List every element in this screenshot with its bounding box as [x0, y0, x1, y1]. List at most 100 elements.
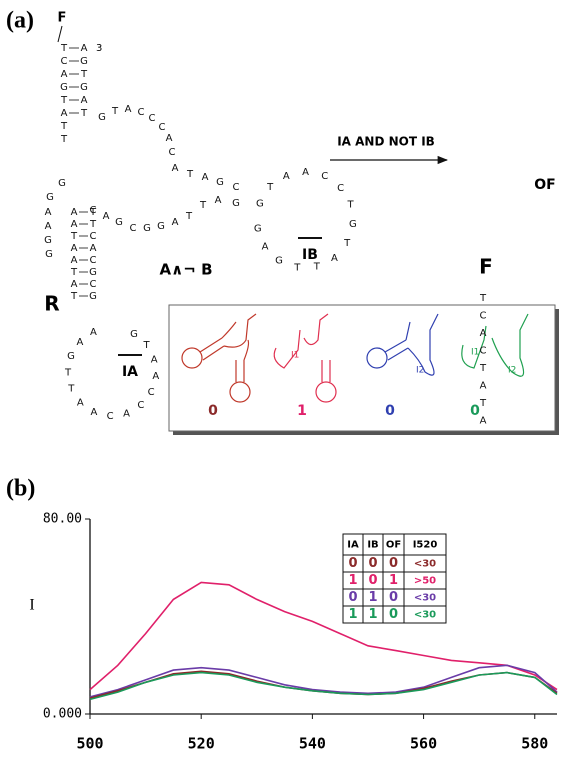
nucleotide: C	[480, 311, 487, 322]
nucleotide: T	[60, 134, 68, 145]
nucleotide: A	[71, 207, 78, 218]
gate-label: A∧¬ B	[159, 261, 212, 279]
nucleotide: A	[77, 337, 84, 348]
inset-output: 0	[208, 403, 218, 419]
nucleotide: C	[169, 147, 176, 158]
nucleotide: T	[479, 293, 487, 304]
nucleotide: A	[45, 207, 52, 218]
nucleotide: T	[186, 169, 194, 180]
x-tick-label: 580	[521, 735, 548, 753]
nucleotide: G	[254, 223, 262, 234]
table-cell: <30	[414, 593, 436, 604]
f-link	[58, 26, 62, 42]
nucleotide: G	[60, 82, 68, 93]
nucleotide: C	[233, 182, 240, 193]
nucleotide: A	[61, 108, 68, 119]
y-tick-label: 0.000	[43, 707, 82, 722]
ia-label: IA	[122, 364, 138, 380]
product-f: F	[479, 255, 493, 279]
table-cell: 0	[389, 590, 398, 605]
nucleotide: G	[143, 223, 151, 234]
nucleotide: C	[90, 231, 97, 242]
nucleotide: A	[71, 219, 78, 230]
nucleotide: C	[149, 113, 156, 124]
nucleotide: T	[70, 231, 78, 242]
nucleotide: T	[60, 95, 68, 106]
nucleotide: A	[81, 43, 88, 54]
nucleotide: A	[77, 398, 84, 409]
nucleotide: C	[337, 183, 344, 194]
nucleotide: A	[480, 416, 487, 427]
nucleotide: A	[123, 409, 130, 420]
nucleotide: G	[67, 351, 75, 362]
inset-input-label: I2	[416, 366, 424, 376]
nucleotide: G	[46, 192, 54, 203]
inset-output: 0	[385, 403, 395, 419]
output-label: OF	[534, 177, 555, 193]
nucleotide: A	[151, 355, 158, 366]
table-header: IB	[367, 540, 378, 551]
nucleotide: G	[256, 199, 264, 210]
nucleotide: A	[61, 69, 68, 80]
nucleotide: G	[98, 112, 106, 123]
nucleotide: A	[215, 195, 222, 206]
nucleotide: G	[275, 255, 283, 266]
nucleotide: A	[172, 217, 179, 228]
table-cell: 1	[389, 573, 398, 588]
nucleotide: A	[71, 243, 78, 254]
nucleotide: T	[479, 398, 487, 409]
f-label: F	[58, 11, 67, 26]
nucleotide: T	[479, 363, 487, 374]
table-cell: >50	[414, 576, 436, 587]
x-tick-label: 560	[410, 735, 437, 753]
nucleotide: T	[143, 340, 151, 351]
three-prime: 3	[96, 43, 102, 54]
nucleotide: A	[331, 253, 338, 264]
nucleotide: C	[130, 223, 137, 234]
nucleotide: G	[216, 177, 224, 188]
nucleotide: G	[80, 56, 88, 67]
nucleotide: T	[346, 200, 354, 211]
nucleotide: T	[89, 219, 97, 230]
nucleotide: T	[199, 200, 207, 211]
table-cell: 0	[389, 556, 398, 571]
arrow-label: IA AND NOT IB	[337, 135, 435, 149]
nucleotide: A	[81, 95, 88, 106]
inset-output: 0	[470, 403, 480, 419]
nucleotide: A	[166, 133, 173, 144]
nucleotide: A	[45, 221, 52, 232]
line-series	[90, 673, 557, 700]
inset-input-label: I2	[508, 366, 516, 376]
nucleotide: G	[45, 249, 53, 260]
nucleotide: C	[61, 56, 68, 67]
nucleotide: A	[262, 242, 269, 253]
page: (a) F 3 R IA IB A∧¬ B IA AND NOT IB F OF…	[0, 0, 562, 779]
nucleotide: C	[148, 387, 155, 398]
table-header: I520	[413, 540, 438, 551]
x-tick-label: 500	[76, 735, 103, 753]
nucleotide: T	[343, 238, 351, 249]
nucleotide: T	[70, 267, 78, 278]
table-cell: 0	[348, 556, 357, 571]
nucleotide: T	[185, 211, 193, 222]
table-cell: 1	[348, 573, 357, 588]
nucleotide: A	[152, 371, 159, 382]
nucleotide: G	[89, 291, 97, 302]
nucleotide: T	[111, 106, 119, 117]
nucleotide: G	[130, 329, 138, 340]
nucleotide: A	[202, 172, 209, 183]
inset-input-label: I1	[471, 348, 479, 358]
nucleotide: A	[302, 167, 309, 178]
x-tick-label: 540	[299, 735, 326, 753]
nucleotide: A	[125, 104, 132, 115]
nucleotide: G	[44, 235, 52, 246]
inset-input-label: I1	[291, 351, 299, 361]
line-series	[90, 582, 557, 689]
inset-output: 1	[297, 403, 307, 419]
nucleotide: A	[90, 407, 97, 418]
table-cell: 0	[348, 590, 357, 605]
nucleotide: T	[64, 367, 72, 378]
nucleotide: C	[137, 400, 144, 411]
table-cell: 0	[368, 573, 377, 588]
nucleotide: A	[480, 328, 487, 339]
